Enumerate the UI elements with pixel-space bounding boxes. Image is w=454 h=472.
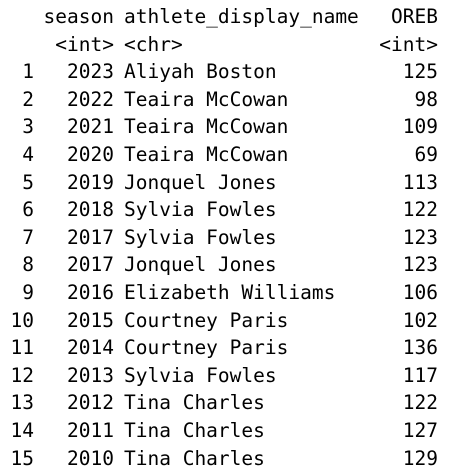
- cell-season: 2011: [34, 417, 114, 445]
- column-header-athlete: athlete_display_name: [114, 3, 370, 31]
- cell-athlete: Tina Charles: [114, 389, 370, 417]
- column-type-row: <int> <chr> <int>: [0, 31, 438, 59]
- cell-season: 2013: [34, 362, 114, 390]
- cell-oreb: 113: [370, 169, 438, 197]
- cell-oreb: 98: [370, 86, 438, 114]
- row-index: 8: [0, 251, 34, 279]
- cell-oreb: 127: [370, 417, 438, 445]
- cell-season: 2014: [34, 334, 114, 362]
- row-index: 4: [0, 141, 34, 169]
- cell-oreb: 122: [370, 196, 438, 224]
- row-index: 6: [0, 196, 34, 224]
- cell-oreb: 106: [370, 279, 438, 307]
- cell-season: 2017: [34, 224, 114, 252]
- row-index: 2: [0, 86, 34, 114]
- cell-athlete: Tina Charles: [114, 417, 370, 445]
- cell-season: 2022: [34, 86, 114, 114]
- row-index: 1: [0, 58, 34, 86]
- cell-athlete: Jonquel Jones: [114, 169, 370, 197]
- row-index: 11: [0, 334, 34, 362]
- cell-season: 2023: [34, 58, 114, 86]
- cell-athlete: Elizabeth Williams: [114, 279, 370, 307]
- column-type-season: <int>: [34, 31, 114, 59]
- cell-season: 2016: [34, 279, 114, 307]
- cell-season: 2019: [34, 169, 114, 197]
- row-index: 9: [0, 279, 34, 307]
- column-type-athlete: <chr>: [114, 31, 370, 59]
- row-index-header: [0, 31, 34, 59]
- row-index: 13: [0, 389, 34, 417]
- row-index: 10: [0, 307, 34, 335]
- cell-athlete: Teaira McCowan: [114, 141, 370, 169]
- cell-oreb: 136: [370, 334, 438, 362]
- column-type-oreb: <int>: [370, 31, 438, 59]
- cell-season: 2021: [34, 113, 114, 141]
- row-index: 5: [0, 169, 34, 197]
- cell-oreb: 69: [370, 141, 438, 169]
- tibble-output: season athlete_display_name OREB <int> <…: [0, 3, 438, 472]
- cell-athlete: Teaira McCowan: [114, 86, 370, 114]
- column-header-oreb: OREB: [370, 3, 438, 31]
- cell-season: 2015: [34, 307, 114, 335]
- row-index: 14: [0, 417, 34, 445]
- cell-athlete: Courtney Paris: [114, 334, 370, 362]
- cell-season: 2017: [34, 251, 114, 279]
- column-header-row: season athlete_display_name OREB: [0, 3, 438, 31]
- cell-oreb: 117: [370, 362, 438, 390]
- cell-oreb: 122: [370, 389, 438, 417]
- cell-athlete: Jonquel Jones: [114, 251, 370, 279]
- cell-season: 2020: [34, 141, 114, 169]
- cell-season: 2012: [34, 389, 114, 417]
- cell-oreb: 125: [370, 58, 438, 86]
- cell-athlete: Sylvia Fowles: [114, 224, 370, 252]
- row-index-header: [0, 3, 34, 31]
- column-header-season: season: [34, 3, 114, 31]
- cell-oreb: 102: [370, 307, 438, 335]
- cell-athlete: Sylvia Fowles: [114, 362, 370, 390]
- row-index: 7: [0, 224, 34, 252]
- row-index: 3: [0, 113, 34, 141]
- row-index: 12: [0, 362, 34, 390]
- cell-oreb: 123: [370, 224, 438, 252]
- cell-season: 2018: [34, 196, 114, 224]
- cell-athlete: Courtney Paris: [114, 307, 370, 335]
- cell-athlete: Sylvia Fowles: [114, 196, 370, 224]
- cell-oreb: 123: [370, 251, 438, 279]
- cell-athlete: Aliyah Boston: [114, 58, 370, 86]
- cell-oreb: 109: [370, 113, 438, 141]
- cell-athlete: Teaira McCowan: [114, 113, 370, 141]
